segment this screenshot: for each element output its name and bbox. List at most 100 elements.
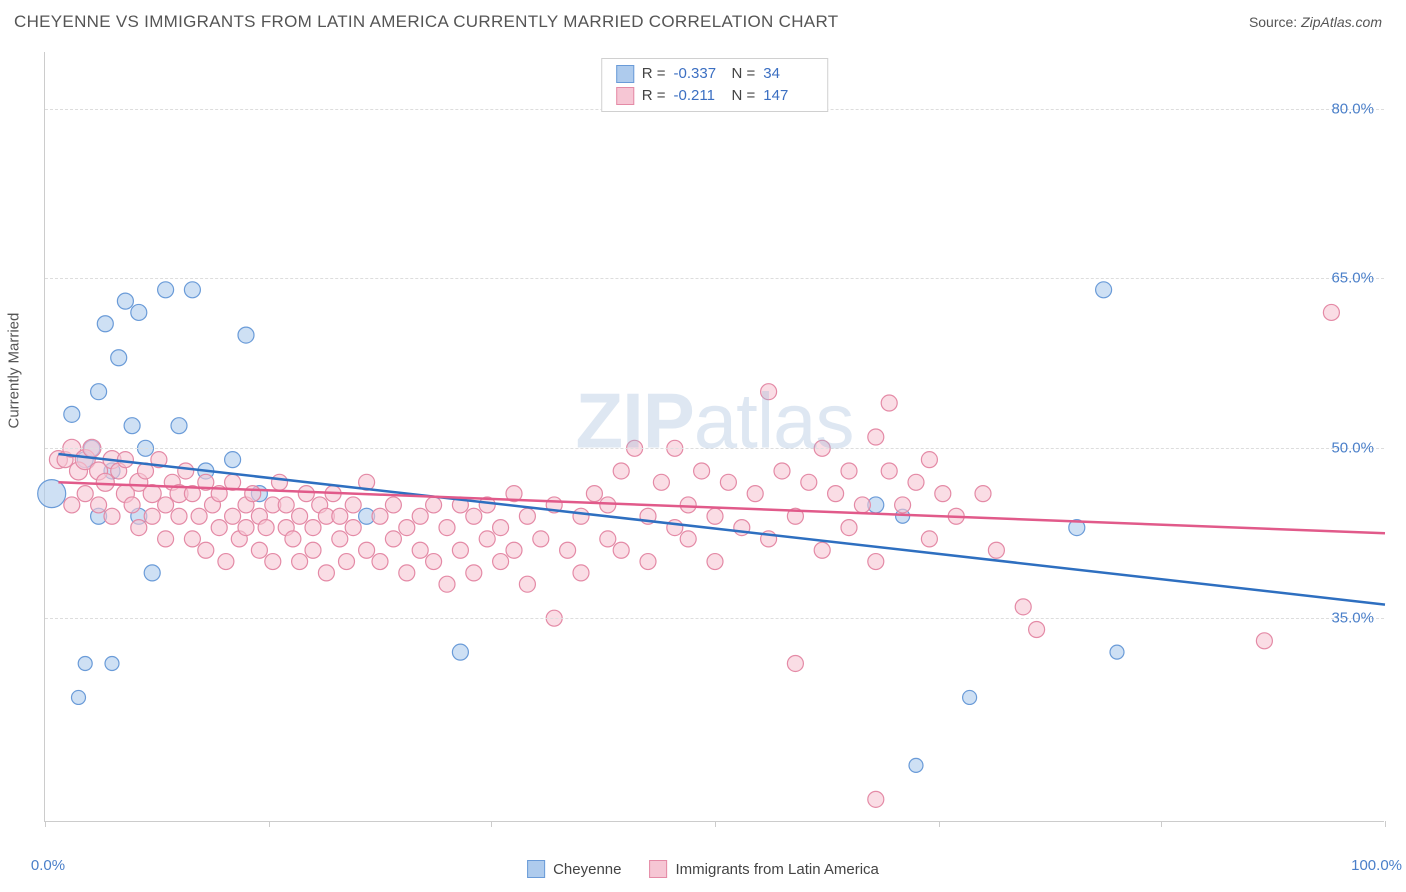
scatter-point-immigrants xyxy=(988,542,1004,558)
scatter-point-immigrants xyxy=(921,531,937,547)
legend-row-immigrants: R = -0.211 N = 147 xyxy=(616,85,814,107)
scatter-point-immigrants xyxy=(841,463,857,479)
x-axis-max-label: 100.0% xyxy=(1351,857,1402,874)
scatter-point-immigrants xyxy=(238,520,254,536)
x-tick-mark xyxy=(269,821,270,827)
x-tick-mark xyxy=(939,821,940,827)
swatch-cheyenne-icon xyxy=(527,860,545,878)
y-tick-label: 50.0% xyxy=(1331,440,1374,457)
scatter-point-immigrants xyxy=(868,429,884,445)
scatter-point-immigrants xyxy=(439,520,455,536)
scatter-point-immigrants xyxy=(452,542,468,558)
scatter-point-cheyenne xyxy=(1110,645,1124,659)
gridline xyxy=(45,618,1384,619)
x-tick-mark xyxy=(1161,821,1162,827)
scatter-point-immigrants xyxy=(600,497,616,513)
scatter-point-immigrants xyxy=(332,531,348,547)
scatter-point-immigrants xyxy=(158,497,174,513)
scatter-point-immigrants xyxy=(935,486,951,502)
scatter-point-immigrants xyxy=(600,531,616,547)
scatter-point-immigrants xyxy=(774,463,790,479)
scatter-point-immigrants xyxy=(854,497,870,513)
legend-label-cheyenne: Cheyenne xyxy=(553,861,621,878)
scatter-point-immigrants xyxy=(345,497,361,513)
scatter-point-immigrants xyxy=(921,452,937,468)
scatter-point-immigrants xyxy=(399,520,415,536)
scatter-point-immigrants xyxy=(881,395,897,411)
swatch-cheyenne xyxy=(616,65,634,83)
scatter-point-immigrants xyxy=(412,542,428,558)
scatter-point-cheyenne xyxy=(452,644,468,660)
series-legend: Cheyenne Immigrants from Latin America xyxy=(527,860,879,878)
scatter-point-cheyenne xyxy=(105,656,119,670)
x-tick-mark xyxy=(715,821,716,827)
scatter-point-cheyenne xyxy=(38,480,66,508)
scatter-point-cheyenne xyxy=(111,350,127,366)
scatter-point-immigrants xyxy=(412,508,428,524)
scatter-point-cheyenne xyxy=(117,293,133,309)
scatter-point-immigrants xyxy=(653,474,669,490)
x-tick-mark xyxy=(45,821,46,827)
scatter-point-immigrants xyxy=(372,508,388,524)
scatter-point-immigrants xyxy=(385,497,401,513)
scatter-point-immigrants xyxy=(975,486,991,502)
swatch-immigrants-icon xyxy=(649,860,667,878)
scatter-point-immigrants xyxy=(211,520,227,536)
y-axis-label: Currently Married xyxy=(6,313,23,429)
scatter-point-immigrants xyxy=(426,554,442,570)
scatter-point-immigrants xyxy=(225,508,241,524)
scatter-point-cheyenne xyxy=(72,690,86,704)
scatter-point-immigrants xyxy=(720,474,736,490)
scatter-point-immigrants xyxy=(506,542,522,558)
scatter-point-immigrants xyxy=(144,508,160,524)
scatter-point-immigrants xyxy=(158,531,174,547)
trend-line-cheyenne xyxy=(58,454,1385,605)
scatter-point-immigrants xyxy=(868,554,884,570)
scatter-point-immigrants xyxy=(895,497,911,513)
scatter-point-immigrants xyxy=(265,554,281,570)
scatter-point-cheyenne xyxy=(131,304,147,320)
gridline xyxy=(45,278,1384,279)
y-tick-label: 80.0% xyxy=(1331,100,1374,117)
scatter-point-cheyenne xyxy=(1096,282,1112,298)
scatter-point-immigrants xyxy=(298,486,314,502)
scatter-point-immigrants xyxy=(828,486,844,502)
legend-item-cheyenne: Cheyenne xyxy=(527,860,621,878)
scatter-point-cheyenne xyxy=(64,406,80,422)
scatter-point-immigrants xyxy=(613,463,629,479)
scatter-point-immigrants xyxy=(493,554,509,570)
scatter-point-cheyenne xyxy=(78,656,92,670)
scatter-point-immigrants xyxy=(426,497,442,513)
scatter-point-immigrants xyxy=(519,508,535,524)
scatter-point-immigrants xyxy=(1029,622,1045,638)
scatter-point-immigrants xyxy=(640,554,656,570)
scatter-point-immigrants xyxy=(292,554,308,570)
scatter-point-cheyenne xyxy=(171,418,187,434)
legend-label-immigrants: Immigrants from Latin America xyxy=(675,861,878,878)
r-value-cheyenne: -0.337 xyxy=(674,63,724,85)
scatter-point-immigrants xyxy=(191,508,207,524)
source-attribution: Source: ZipAtlas.com xyxy=(1249,14,1382,30)
n-value-cheyenne: 34 xyxy=(763,63,813,85)
scatter-point-cheyenne xyxy=(91,384,107,400)
swatch-immigrants xyxy=(616,87,634,105)
r-value-immigrants: -0.211 xyxy=(674,85,724,107)
scatter-point-immigrants xyxy=(131,520,147,536)
scatter-point-immigrants xyxy=(694,463,710,479)
y-tick-label: 65.0% xyxy=(1331,270,1374,287)
scatter-point-immigrants xyxy=(801,474,817,490)
scatter-point-immigrants xyxy=(613,542,629,558)
scatter-point-immigrants xyxy=(868,791,884,807)
scatter-point-immigrants xyxy=(881,463,897,479)
scatter-point-immigrants xyxy=(573,508,589,524)
scatter-point-immigrants xyxy=(251,542,267,558)
scatter-point-immigrants xyxy=(318,565,334,581)
scatter-point-cheyenne xyxy=(238,327,254,343)
scatter-svg xyxy=(45,52,1384,821)
chart-plot-area: ZIPatlas R = -0.337 N = 34 R = -0.211 N … xyxy=(44,52,1384,822)
scatter-point-immigrants xyxy=(707,554,723,570)
scatter-point-immigrants xyxy=(680,497,696,513)
scatter-point-immigrants xyxy=(479,531,495,547)
scatter-point-immigrants xyxy=(305,542,321,558)
legend-row-cheyenne: R = -0.337 N = 34 xyxy=(616,63,814,85)
